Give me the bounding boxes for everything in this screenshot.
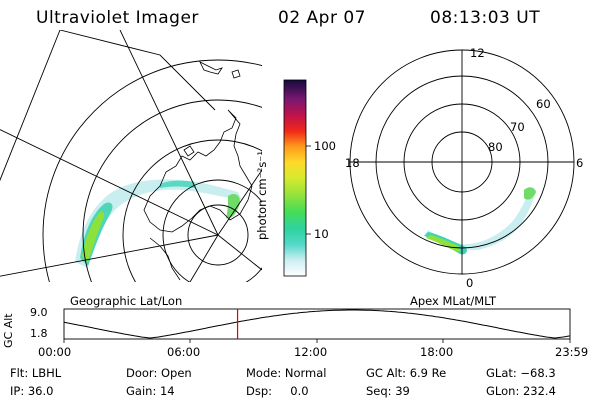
colorbar-tick-10: 10 [314, 227, 329, 241]
timeline-ytick-min: 1.8 [30, 327, 48, 340]
apex-panel-caption: Apex MLat/MLT [410, 294, 497, 308]
lat-label-70: 70 [510, 120, 525, 134]
mlt-label-0: 0 [466, 276, 474, 290]
colorbar-tick-100: 100 [314, 139, 336, 153]
status-filter: Flt: LBHL [10, 366, 62, 380]
geographic-map [0, 30, 262, 282]
status-dsp: Dsp: 0.0 [246, 384, 309, 398]
app-title: Ultraviolet Imager [36, 8, 199, 28]
orbit-timeline [63, 308, 571, 343]
aurora-oval-apex [424, 187, 536, 255]
geo-panel-caption: Geographic Lat/Lon [70, 294, 183, 308]
timeline-ytick-max: 9.0 [30, 306, 48, 319]
coastline [143, 61, 253, 281]
status-glon: GLon: 232.4 [486, 384, 556, 398]
lat-label-80: 80 [488, 140, 503, 154]
timeline-xtick-0000: 00:00 [38, 345, 72, 359]
aurora-oval-geo [75, 179, 242, 268]
timeline-xtick-2359: 23:59 [555, 345, 589, 359]
geo-grid [0, 30, 262, 282]
status-door: Door: Open [126, 366, 192, 380]
mlt-label-6: 6 [576, 156, 584, 170]
date-label: 02 Apr 07 [278, 8, 366, 28]
apex-polar-plot [349, 49, 575, 275]
lat-label-60: 60 [536, 97, 551, 111]
time-label: 08:13:03 UT [430, 8, 541, 28]
status-glat: GLat: −68.3 [486, 366, 556, 380]
status-seq: Seq: 39 [366, 384, 410, 398]
mlt-label-18: 18 [345, 156, 360, 170]
colorbar [283, 79, 311, 277]
timeline-xtick-1200: 12:00 [294, 345, 328, 359]
timeline-ylabel: GC Alt [2, 313, 15, 348]
timeline-xtick-1800: 18:00 [420, 345, 454, 359]
mlt-label-12: 12 [470, 46, 485, 60]
status-ip: IP: 36.0 [10, 384, 54, 398]
status-gain: Gain: 14 [126, 384, 175, 398]
status-gc-alt: GC Alt: 6.9 Re [366, 366, 447, 380]
status-mode: Mode: Normal [246, 366, 327, 380]
colorbar-unit-label: photon cm⁻²s⁻¹ [255, 151, 269, 240]
timeline-xtick-0600: 06:00 [167, 345, 201, 359]
